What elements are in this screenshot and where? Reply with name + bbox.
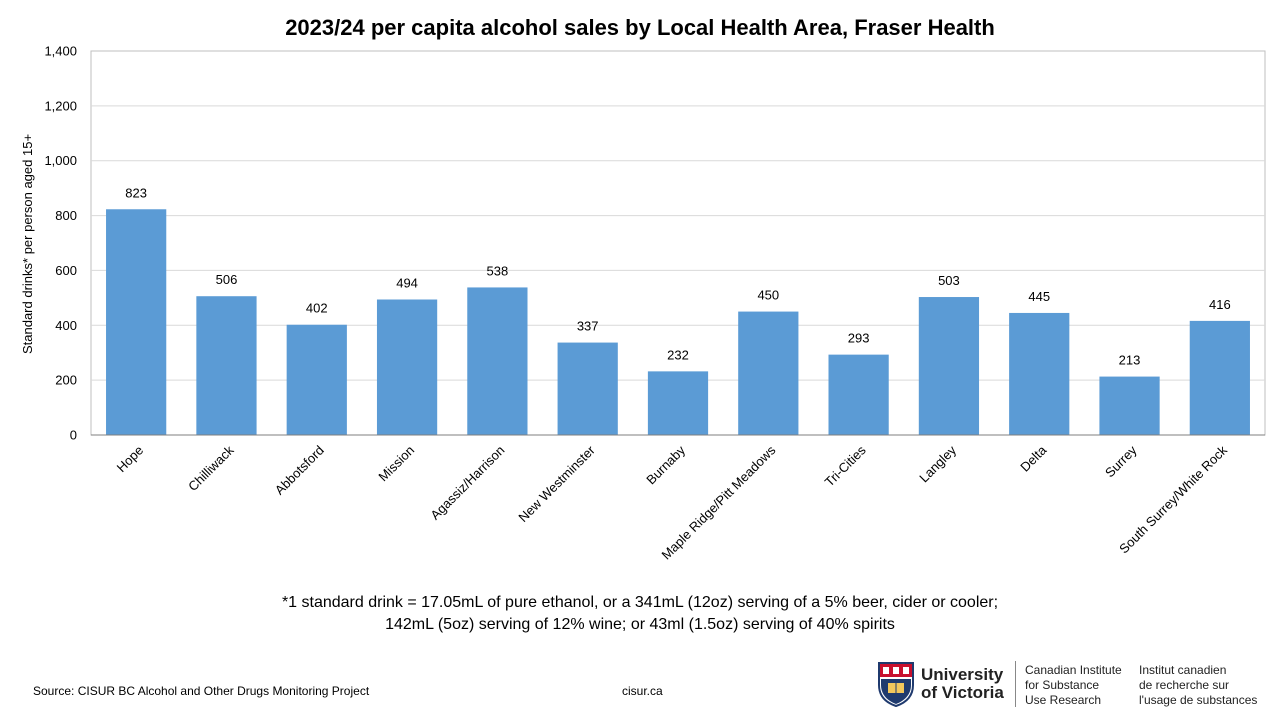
y-tick-label: 200 (55, 373, 77, 388)
data-label: 232 (667, 347, 689, 362)
x-tick-label: Delta (1017, 442, 1050, 475)
x-tick-label: Hope (114, 443, 147, 476)
footnote-line-2: 142mL (5oz) serving of 12% wine; or 43ml… (385, 616, 895, 633)
bar-chart: 2023/24 per capita alcohol sales by Loca… (20, 15, 1266, 562)
bar (647, 371, 709, 435)
data-label: 823 (125, 185, 147, 200)
data-label: 213 (1119, 353, 1141, 368)
y-tick-label: 1,000 (44, 153, 77, 168)
logo-divider (1015, 661, 1016, 707)
university-name: University of Victoria (921, 665, 1004, 702)
data-label: 450 (757, 288, 779, 303)
bar (376, 299, 438, 435)
x-tick-label: Tri-Cities (822, 442, 869, 489)
source-text: Source: CISUR BC Alcohol and Other Drugs… (33, 684, 370, 698)
website-link[interactable]: cisur.ca (622, 684, 663, 698)
bar (196, 296, 257, 435)
footnote-line-1: *1 standard drink = 17.05mL of pure etha… (281, 594, 999, 611)
data-label: 337 (577, 319, 599, 334)
x-tick-label: Burnaby (643, 442, 688, 487)
bar (557, 342, 618, 435)
uvic-cisur-logo: University of Victoria Canadian Institut… (877, 661, 1267, 709)
bar (828, 354, 889, 435)
bar (106, 209, 167, 435)
x-tick-label: Mission (375, 443, 417, 485)
y-axis-label: Standard drinks* per person aged 15+ (20, 134, 35, 354)
y-tick-label: 1,200 (44, 98, 77, 113)
data-label: 402 (306, 301, 328, 316)
bar (918, 297, 980, 435)
gridlines (91, 105, 1265, 381)
data-label: 445 (1028, 289, 1050, 304)
cisur-french-name: Institut canadien de recherche sur l'usa… (1139, 663, 1258, 707)
y-axis-ticks: 0 200 400 600 800 1,000 1,200 1,400 (44, 44, 77, 443)
y-tick-label: 1,400 (44, 44, 77, 59)
bar (467, 287, 528, 435)
x-tick-label: Chilliwack (185, 442, 237, 494)
y-tick-label: 600 (55, 263, 77, 278)
bar (286, 324, 347, 435)
data-label: 416 (1209, 297, 1231, 312)
data-labels: 823 506 402 494 538 337 232 450 293 503 445 213 416 (125, 185, 1230, 367)
data-label: 506 (216, 272, 238, 287)
x-tick-label: Langley (916, 442, 959, 485)
bar (1189, 320, 1250, 435)
bar (1009, 312, 1070, 435)
data-label: 503 (938, 273, 960, 288)
data-label: 494 (396, 276, 418, 291)
y-tick-label: 0 (70, 428, 77, 443)
x-tick-label: Agassiz/Harrison (427, 443, 507, 523)
bars (106, 209, 1250, 435)
x-tick-label: Abbotsford (272, 443, 327, 498)
x-axis-ticks: Hope Chilliwack Abbotsford Mission Agassiz/H… (114, 442, 1231, 562)
data-label: 538 (487, 263, 509, 278)
data-label: 293 (848, 331, 870, 346)
y-tick-label: 400 (55, 318, 77, 333)
bar (1099, 376, 1160, 435)
x-tick-label: New Westminster (515, 442, 598, 525)
chart-title: 2023/24 per capita alcohol sales by Loca… (285, 15, 995, 40)
y-tick-label: 800 (55, 208, 77, 223)
x-tick-label: Surrey (1102, 442, 1140, 480)
uvic-crest-icon (878, 662, 914, 707)
cisur-english-name: Canadian Institute for Substance Use Res… (1025, 663, 1122, 707)
bar (738, 311, 799, 435)
